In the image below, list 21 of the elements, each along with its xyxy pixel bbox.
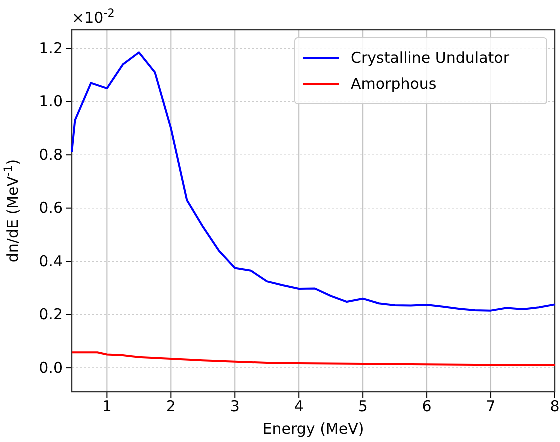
y-tick-label: 0.8 <box>39 146 63 164</box>
y-tick-label: 0.6 <box>39 199 63 218</box>
x-tick-label: 7 <box>486 398 496 416</box>
x-tick-label: 2 <box>166 398 176 416</box>
x-tick-label: 3 <box>230 398 240 416</box>
y-tick-label: 1.2 <box>39 39 63 58</box>
y-tick-label: 0.4 <box>39 252 63 270</box>
legend-label: Amorphous <box>351 75 437 93</box>
x-tick-label: 6 <box>422 398 432 416</box>
x-tick-label: 4 <box>294 398 304 416</box>
text: ×10$^{-2}$ <box>72 6 115 27</box>
x-axis-title: Energy (MeV) <box>262 420 364 438</box>
x-tick-label: 5 <box>358 398 368 416</box>
y-tick-label: 0.0 <box>39 358 63 377</box>
y-tick-label: 0.2 <box>39 306 63 324</box>
line-series <box>71 352 556 366</box>
x-tick-label: 1 <box>102 398 112 416</box>
x-tick-label: 8 <box>550 398 560 416</box>
legend-label: Crystalline Undulator <box>351 49 510 67</box>
line-series <box>71 52 556 312</box>
y-tick-label: 1.0 <box>39 92 63 111</box>
